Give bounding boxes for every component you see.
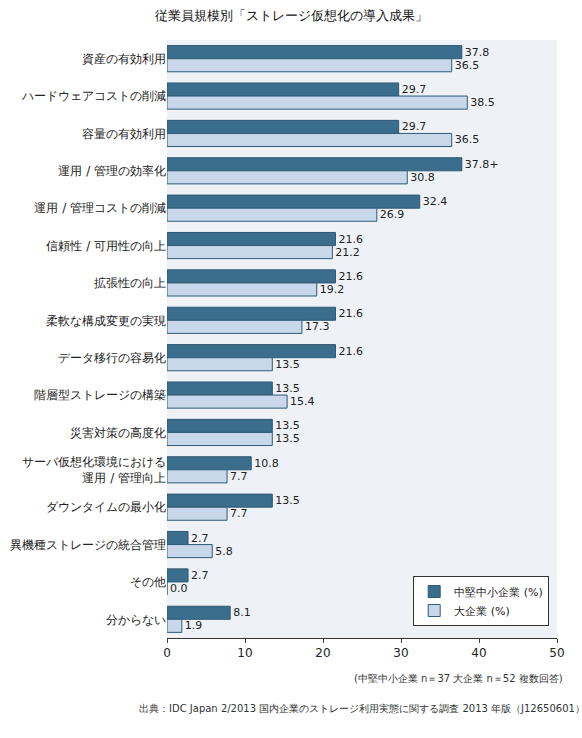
svg-text:災害対策の高度化: 災害対策の高度化 (70, 426, 166, 440)
svg-text:0.0: 0.0 (170, 582, 188, 595)
svg-text:容量の有効利用: 容量の有効利用 (82, 127, 166, 141)
svg-text:19.2: 19.2 (320, 283, 345, 296)
svg-text:その他: その他 (130, 575, 166, 589)
svg-text:13.5: 13.5 (275, 358, 300, 371)
svg-text:13.5: 13.5 (275, 382, 300, 395)
svg-text:21.6: 21.6 (338, 270, 363, 283)
svg-text:サーバ仮想化環境における運用 / 管理向上: サーバ仮想化環境における運用 / 管理向上 (22, 455, 166, 485)
svg-text:2.7: 2.7 (191, 569, 209, 582)
svg-text:13.5: 13.5 (275, 419, 300, 432)
svg-text:36.5: 36.5 (455, 59, 480, 72)
svg-text:13.5: 13.5 (275, 432, 300, 445)
svg-text:ハードウェアコストの削減: ハードウェアコストの削減 (21, 89, 166, 103)
svg-text:21.6: 21.6 (338, 307, 363, 320)
svg-text:36.5: 36.5 (455, 133, 480, 146)
svg-text:7.7: 7.7 (230, 507, 248, 520)
svg-text:37.8+: 37.8+ (465, 158, 499, 171)
svg-text:50: 50 (549, 646, 564, 660)
svg-text:21.2: 21.2 (335, 246, 360, 259)
svg-text:信頼性 / 可用性の向上: 信頼性 / 可用性の向上 (46, 239, 166, 253)
svg-text:21.6: 21.6 (338, 233, 363, 246)
svg-text:ダウンタイムの最小化: ダウンタイムの最小化 (46, 500, 166, 514)
svg-text:10: 10 (237, 646, 252, 660)
svg-text:従業員規模別「ストレージ仮想化の導入成果」: 従業員規模別「ストレージ仮想化の導入成果」 (155, 8, 428, 23)
svg-text:異機種ストレージの統合管理: 異機種ストレージの統合管理 (10, 538, 166, 552)
svg-text:30.8: 30.8 (410, 171, 435, 184)
svg-text:40: 40 (471, 646, 486, 660)
svg-text:8.1: 8.1 (233, 606, 251, 619)
svg-text:21.6: 21.6 (338, 345, 363, 358)
svg-text:(中堅中小企業 n＝37 大企業 n＝52 複数回答): (中堅中小企業 n＝37 大企業 n＝52 複数回答) (354, 673, 563, 684)
svg-text:32.4: 32.4 (423, 195, 448, 208)
svg-text:5.8: 5.8 (215, 545, 233, 558)
svg-text:柔軟な構成変更の実現: 柔軟な構成変更の実現 (46, 314, 166, 328)
svg-text:データ移行の容易化: データ移行の容易化 (58, 351, 166, 365)
svg-text:38.5: 38.5 (470, 96, 495, 109)
svg-text:29.7: 29.7 (402, 83, 427, 96)
svg-text:17.3: 17.3 (305, 320, 330, 333)
svg-text:2.7: 2.7 (191, 532, 209, 545)
svg-text:運用 / 管理の効率化: 運用 / 管理の効率化 (58, 164, 166, 178)
svg-text:30: 30 (393, 646, 408, 660)
svg-text:資産の有効利用: 資産の有効利用 (82, 52, 166, 66)
svg-text:1.9: 1.9 (185, 619, 203, 632)
svg-text:37.8: 37.8 (465, 46, 490, 59)
svg-text:0: 0 (163, 646, 171, 660)
svg-text:出典：IDC Japan 2/2013 国内企業のストレージ: 出典：IDC Japan 2/2013 国内企業のストレージ利用実態に関する調査… (139, 703, 582, 714)
svg-text:大企業 (%): 大企業 (%) (454, 605, 510, 618)
svg-text:分からない: 分からない (106, 613, 166, 627)
svg-text:29.7: 29.7 (402, 120, 427, 133)
svg-text:26.9: 26.9 (380, 208, 405, 221)
svg-text:13.5: 13.5 (275, 494, 300, 507)
svg-text:中堅中小企業 (%): 中堅中小企業 (%) (454, 586, 543, 599)
svg-text:運用 / 管理コストの削減: 運用 / 管理コストの削減 (34, 201, 166, 215)
svg-text:20: 20 (315, 646, 330, 660)
svg-text:7.7: 7.7 (230, 470, 248, 483)
svg-text:15.4: 15.4 (290, 395, 315, 408)
svg-text:拡張性の向上: 拡張性の向上 (94, 276, 166, 290)
svg-text:10.8: 10.8 (254, 457, 279, 470)
svg-text:階層型ストレージの構築: 階層型ストレージの構築 (34, 388, 166, 402)
